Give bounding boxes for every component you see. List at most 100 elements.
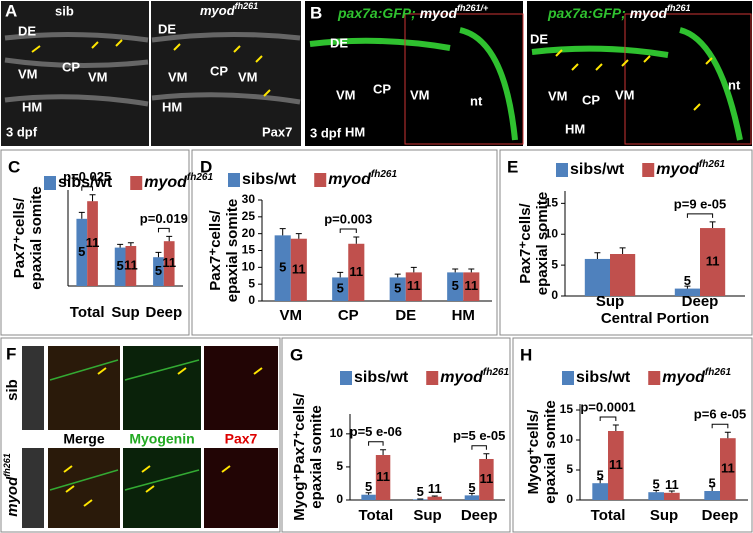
tissue <box>4 31 301 107</box>
error-bar <box>394 273 401 278</box>
image-label: CP <box>582 92 600 107</box>
bar <box>479 458 494 500</box>
image-label: VM <box>238 69 258 84</box>
image-label: VM <box>88 69 108 84</box>
x-tick-label: HM <box>452 307 475 324</box>
error-bar <box>709 485 716 491</box>
legend-label: sibs/wt <box>58 174 113 191</box>
n-label: 5 <box>394 281 401 296</box>
significance-bracket <box>599 416 617 421</box>
legend-swatch <box>44 176 56 190</box>
arrow <box>31 39 271 97</box>
n-label: 5 <box>653 477 660 492</box>
legend-swatch <box>648 371 661 385</box>
y-tick-label: 20 <box>242 226 256 240</box>
y-tick-label: 5 <box>551 257 558 271</box>
panel-frame <box>512 337 753 533</box>
n-label: 5 <box>279 260 286 275</box>
legend-label: sibs/wt <box>570 161 625 178</box>
image-label: VM <box>410 87 430 102</box>
n-label: 5 <box>337 281 344 296</box>
x-tick-label: Sup <box>650 507 678 524</box>
x-tick-label: CP <box>338 307 359 324</box>
x-axis-label: Central Portion <box>601 310 709 327</box>
error-bar <box>155 251 162 258</box>
bar <box>447 272 464 301</box>
image-label: nt <box>728 77 741 92</box>
x-tick-label: Total <box>358 507 393 524</box>
y-tick-label: 10 <box>545 226 559 240</box>
legend-swatch <box>426 371 439 385</box>
x-tick-label: Total <box>70 304 105 321</box>
channel-label: Merge <box>63 431 104 447</box>
row-label: sib <box>4 379 21 401</box>
legend-swatch <box>314 173 327 187</box>
n-label: 11 <box>706 253 720 268</box>
panel-letter: A <box>5 1 17 20</box>
error-bar <box>468 492 475 496</box>
error-bar <box>612 424 619 431</box>
image-label: sib <box>55 3 74 18</box>
n-label: 11 <box>124 257 138 272</box>
legend-label: sibs/wt <box>576 369 631 386</box>
n-label: 11 <box>162 255 176 270</box>
legend-label: sibs/wt <box>242 171 297 188</box>
x-tick-label: Sup <box>111 304 139 321</box>
legend-swatch <box>642 163 655 177</box>
n-label: 5 <box>452 278 459 293</box>
image-label: Pax7 <box>262 124 292 139</box>
y-axis-label: Pax7⁺cells/ <box>11 197 28 278</box>
arrow <box>555 49 713 111</box>
n-label: 11 <box>665 477 679 492</box>
n-label: 5 <box>468 480 475 495</box>
panel-letter: F <box>6 344 16 363</box>
y-tick-label: 15 <box>545 196 559 210</box>
legend-label: myod <box>440 369 484 386</box>
n-label: 5 <box>417 484 424 499</box>
image-title: myod <box>420 5 458 21</box>
panel-frame <box>0 149 190 336</box>
image-label: HM <box>22 99 42 114</box>
x-tick-label: VM <box>280 307 303 324</box>
channel-label: Myogenin <box>129 431 194 447</box>
image-label: VM <box>168 69 188 84</box>
y-axis-label: epaxial somite <box>28 186 45 289</box>
inset-frame <box>624 13 752 145</box>
n-label: 11 <box>428 481 442 496</box>
error-bar <box>365 492 372 495</box>
x-tick-label: Sup <box>413 507 441 524</box>
x-tick-label: Deep <box>702 507 739 524</box>
x-tick-label: Total <box>591 507 626 524</box>
micrograph <box>305 1 523 146</box>
panel-b: B pax7a:GFP; myodfh261/+ pax7a:GFP; myod… <box>305 1 752 146</box>
image-label: nt <box>470 93 483 108</box>
y-tick-label: 0 <box>566 492 573 506</box>
inset-frame <box>404 13 524 145</box>
panel-frame <box>0 337 281 533</box>
error-bar <box>709 221 716 229</box>
bar <box>389 277 406 301</box>
n-label: 11 <box>480 471 494 486</box>
bar <box>704 491 720 500</box>
y-axis-label: Myog⁺cells/ <box>525 409 542 494</box>
bar <box>584 258 610 296</box>
error-bar <box>684 285 691 289</box>
image-label: HM <box>345 124 365 139</box>
n-label: 11 <box>86 235 100 250</box>
legend-swatch <box>340 371 352 385</box>
x-tick-label: DE <box>395 307 416 324</box>
error-bar <box>483 453 490 459</box>
legend-label: myodfh261 <box>662 367 731 387</box>
x-tick-label: Deep <box>461 507 498 524</box>
error-bar <box>279 228 286 236</box>
y-tick-label: 0 <box>248 293 255 307</box>
n-label: 5 <box>78 244 85 259</box>
error-bar <box>117 243 124 248</box>
bar <box>361 494 376 500</box>
y-tick-label: 0 <box>551 288 558 302</box>
y-tick-label: 10 <box>330 426 344 440</box>
legend-label: fh261 <box>187 172 214 183</box>
bar <box>592 483 608 500</box>
row-label: myodfh261 <box>2 453 21 517</box>
p-value: p=0.0001 <box>580 399 635 414</box>
